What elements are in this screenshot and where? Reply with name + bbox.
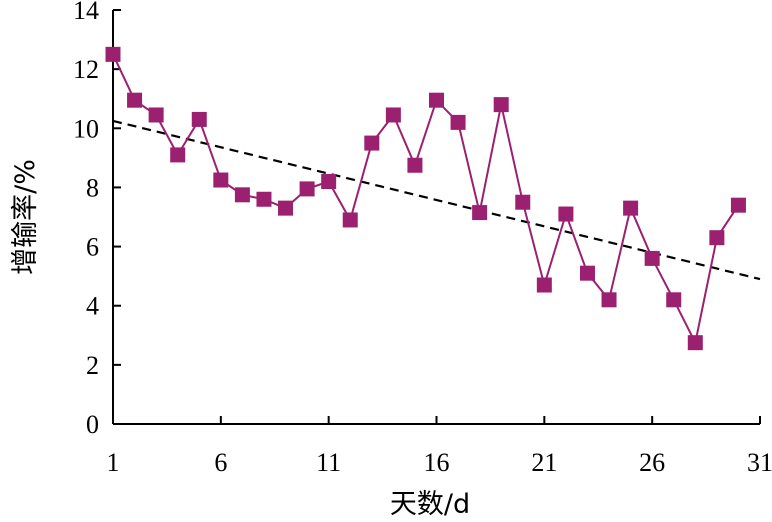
data-point-marker: [429, 92, 444, 108]
data-point-marker: [127, 92, 143, 108]
data-point-marker: [493, 97, 509, 113]
data-point-marker: [450, 114, 466, 130]
trend-line: [112, 119, 761, 281]
data-point-marker: [536, 277, 552, 293]
data-point-marker: [709, 230, 725, 246]
x-tick-label: 11: [316, 448, 341, 477]
y-tick-label: 8: [86, 173, 99, 202]
y-tick-label: 12: [73, 55, 99, 84]
data-point-marker: [170, 147, 186, 163]
trend-group: [112, 119, 761, 281]
x-ticks: 1 6 11 16 21 26 31: [107, 416, 772, 477]
data-point-marker: [623, 200, 639, 216]
data-point-marker: [213, 172, 229, 188]
data-point-marker: [148, 107, 164, 123]
x-tick-label: 1: [107, 448, 120, 477]
x-axis-title: 天数/d: [390, 489, 470, 520]
data-point-marker: [342, 212, 358, 228]
series-group: [105, 46, 746, 351]
x-tick-label: 21: [531, 448, 557, 477]
data-point-marker: [256, 191, 272, 207]
y-tick-label: 10: [73, 114, 99, 143]
data-point-marker: [644, 250, 660, 266]
y-tick-label: 6: [86, 233, 99, 262]
y-tick-label: 14: [73, 0, 99, 25]
data-point-marker: [579, 265, 595, 281]
data-point-marker: [558, 206, 574, 222]
y-tick-label: 2: [86, 351, 99, 380]
x-tick-label: 26: [639, 448, 665, 477]
data-point-marker: [321, 174, 337, 190]
data-point-marker: [407, 157, 423, 173]
data-point-marker: [687, 335, 703, 351]
data-point-marker: [730, 197, 746, 213]
data-point-marker: [385, 107, 401, 123]
data-point-marker: [105, 46, 121, 62]
data-point-marker: [191, 111, 207, 127]
x-tick-label: 6: [214, 448, 227, 477]
data-point-marker: [515, 194, 531, 210]
data-point-marker: [364, 135, 380, 151]
x-tick-label: 16: [424, 448, 450, 477]
data-point-marker: [666, 292, 682, 308]
y-tick-label: 0: [86, 410, 99, 439]
y-axis-title: 增输率/%: [10, 159, 41, 275]
y-ticks: 0 2 4 6 8 10 12 14: [73, 0, 121, 439]
x-tick-label: 31: [747, 448, 772, 477]
series-line: [112, 53, 740, 346]
data-point-marker: [299, 181, 315, 197]
data-point-marker: [278, 200, 294, 216]
data-point-marker: [472, 205, 488, 221]
y-tick-label: 4: [86, 292, 99, 321]
data-point-marker: [234, 187, 250, 203]
axes: [112, 10, 760, 425]
data-point-marker: [601, 292, 617, 308]
